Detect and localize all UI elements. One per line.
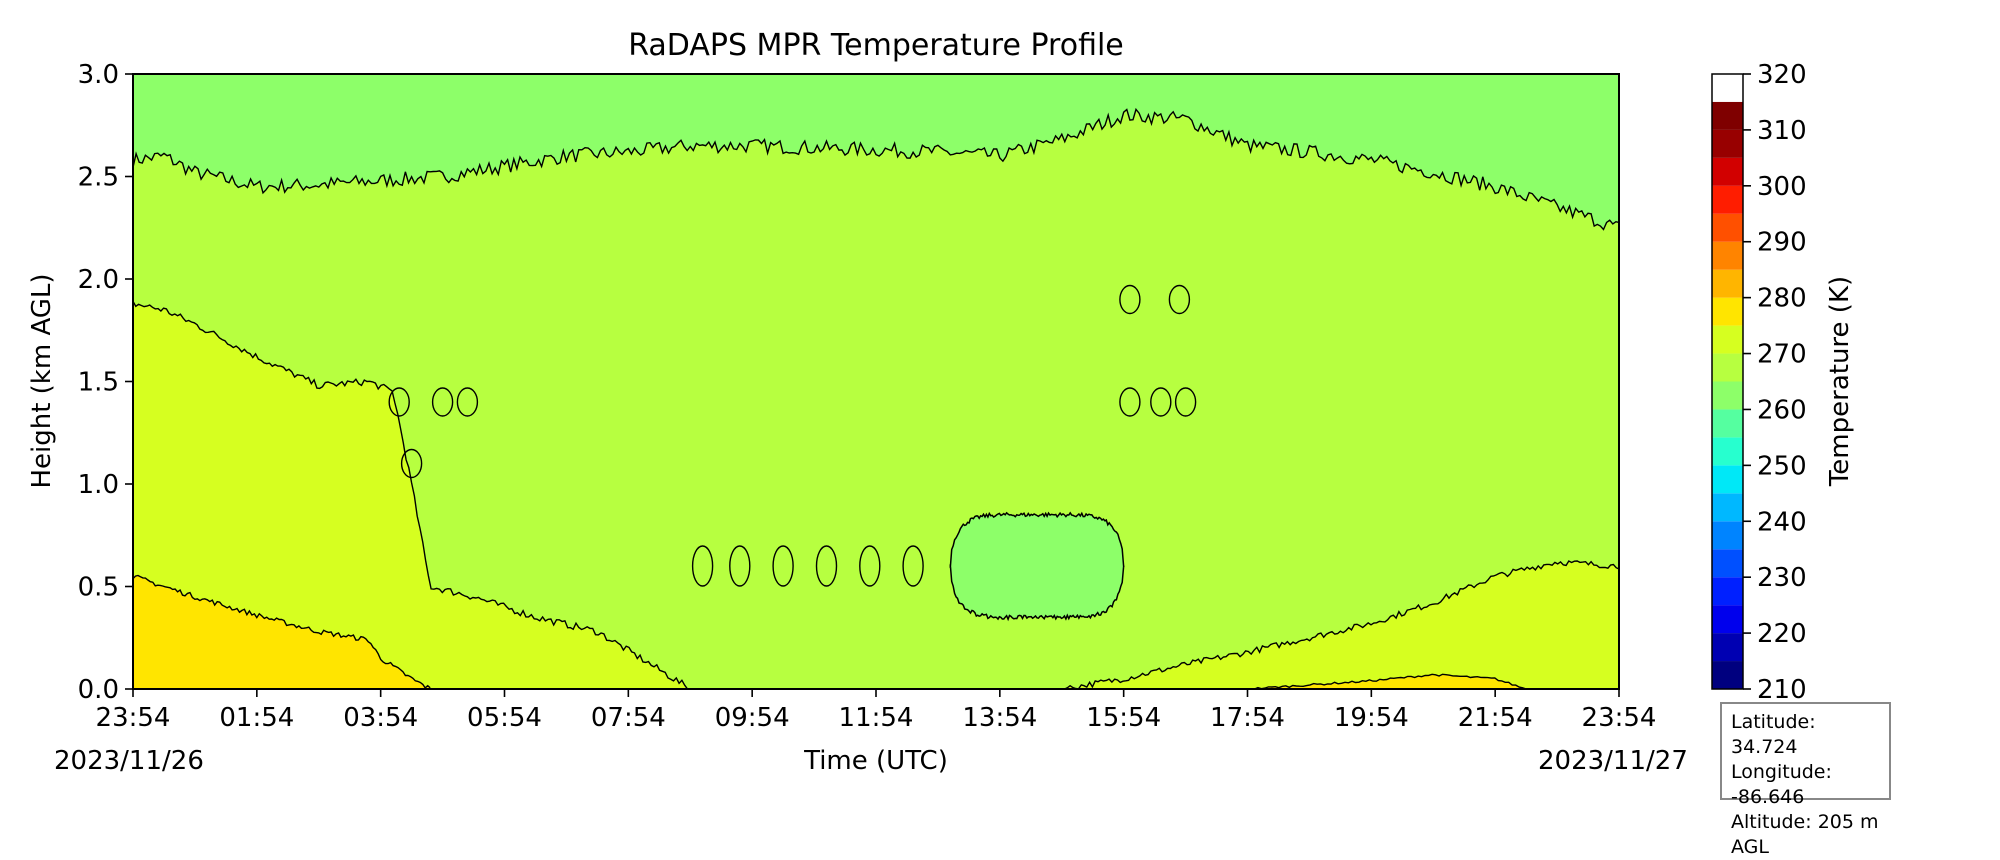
x-tick-label: 05:54 <box>467 703 542 733</box>
x-tick-label: 03:54 <box>343 703 418 733</box>
colorbar-swatch <box>1712 353 1743 382</box>
band-280-285 <box>133 575 431 689</box>
colorbar-tick-label: 280 <box>1757 284 1807 314</box>
colorbar-swatch <box>1712 185 1743 214</box>
colorbar-swatch <box>1712 297 1743 326</box>
x-tick-label: 01:54 <box>219 703 294 733</box>
colorbar-swatch <box>1712 577 1743 606</box>
colorbar-tick-label: 320 <box>1757 60 1807 90</box>
band-275-280 <box>133 301 691 689</box>
x-tick-label: 19:54 <box>1334 703 1409 733</box>
colorbar-swatch <box>1712 129 1743 158</box>
contour-island <box>859 545 881 587</box>
contour-island <box>400 448 423 479</box>
colorbar-tick-label: 300 <box>1757 172 1807 202</box>
colorbar-tick-label: 270 <box>1757 340 1807 370</box>
x-tick-label: 13:54 <box>962 703 1037 733</box>
x-tick-label: 23:54 <box>1582 703 1657 733</box>
colorbar-tick-label: 290 <box>1757 228 1807 258</box>
band-270-275 <box>133 109 1619 689</box>
band-275-280-evening <box>1061 561 1619 689</box>
contour-evening <box>1061 560 1619 689</box>
contour-island <box>431 387 454 417</box>
colorbar-tick-label: 220 <box>1757 619 1807 649</box>
x-axis-label: Time (UTC) <box>803 746 948 776</box>
colorbar-swatch <box>1712 269 1743 298</box>
band-280-285-evening <box>1247 674 1527 689</box>
y-tick-label: 2.5 <box>78 163 119 193</box>
x-tick-label: 23:54 <box>96 703 171 733</box>
x-tick-label: 21:54 <box>1458 703 1533 733</box>
colorbar-tick-label: 260 <box>1757 395 1807 425</box>
contour-island <box>1174 387 1197 417</box>
colorbar-swatch <box>1712 325 1743 354</box>
contour-island <box>729 545 751 587</box>
contour-top <box>133 107 1619 231</box>
colorbar-swatch <box>1712 633 1743 662</box>
chart-title: RaDAPS MPR Temperature Profile <box>628 28 1124 63</box>
band-265-270-pocket <box>949 511 1125 622</box>
colorbar: 210 220 230 240 250 260 270 280 290 300 310 320 Tem… <box>1711 60 1855 705</box>
y-tick-label: 2.0 <box>78 265 119 295</box>
contour-lines <box>133 107 1619 689</box>
colorbar-ticks: 210 220 230 240 250 260 270 280 290 300 310 320 <box>1743 60 1807 705</box>
contour-island <box>1168 284 1191 315</box>
contour-island <box>691 545 714 587</box>
x-tick-label: 11:54 <box>839 703 914 733</box>
colorbar-swatch <box>1712 101 1743 130</box>
colorbar-frame <box>1711 73 1744 690</box>
colorbar-tick-label: 250 <box>1757 451 1807 481</box>
colorbar-swatch <box>1712 549 1743 578</box>
contour-island <box>1150 387 1172 417</box>
colorbar-tick-label: 310 <box>1757 116 1807 146</box>
contour-island <box>815 545 838 587</box>
y-tick-label: 1.0 <box>78 470 119 500</box>
temperature-profile-chart: RaDAPS MPR Temperature Profile 23:54 01:5… <box>27 28 1855 776</box>
colorbar-swatch <box>1712 661 1743 689</box>
plot-area: 23:54 01:54 03:54 05:54 07:54 09:54 11:54 13:54… <box>78 60 1657 733</box>
colorbar-swatch <box>1712 465 1743 494</box>
longitude-text: Longitude: -86.646 <box>1731 761 1832 808</box>
colorbar-swatch <box>1712 381 1743 410</box>
x-tick-label: 09:54 <box>715 703 790 733</box>
colorbar-swatch <box>1712 213 1743 242</box>
date-end-label: 2023/11/27 <box>1538 746 1688 776</box>
colorbar-swatch <box>1712 157 1743 186</box>
y-tick-label: 3.0 <box>78 60 119 90</box>
colorbar-tick-label: 230 <box>1757 563 1807 593</box>
y-tick-label: 1.5 <box>78 368 119 398</box>
contour-island <box>456 387 479 417</box>
y-axis: 0.0 0.5 1.0 1.5 2.0 2.5 3.0 <box>78 60 133 705</box>
colorbar-swatches <box>1712 101 1743 689</box>
colorbar-swatch <box>1712 409 1743 438</box>
x-tick-label: 15:54 <box>1086 703 1161 733</box>
colorbar-tick-label: 210 <box>1757 675 1807 705</box>
date-start-label: 2023/11/26 <box>54 746 204 776</box>
contour-upper-warm <box>133 301 691 689</box>
y-tick-label: 0.0 <box>78 675 119 705</box>
colorbar-swatch <box>1712 605 1743 634</box>
contour-island <box>902 545 924 587</box>
colorbar-label: Temperature (K) <box>1825 276 1855 487</box>
colorbar-swatch <box>1712 437 1743 466</box>
contour-island <box>388 387 410 417</box>
contour-island <box>1119 284 1141 315</box>
colorbar-tick-label: 240 <box>1757 507 1807 537</box>
station-info-box: Latitude: 34.724 Longitude: -86.646 Alti… <box>1720 702 1891 858</box>
y-tick-label: 0.5 <box>78 573 119 603</box>
contour-island <box>1119 387 1141 417</box>
colorbar-swatch <box>1712 493 1743 522</box>
latitude-text: Latitude: 34.724 <box>1731 711 1816 758</box>
contour-evening-warm <box>1247 673 1527 689</box>
altitude-text: Altitude: 205 m AGL <box>1731 811 1879 858</box>
contour-island <box>772 545 794 587</box>
x-axis: 23:54 01:54 03:54 05:54 07:54 09:54 11:54 13:54… <box>96 689 1657 733</box>
colorbar-swatch <box>1712 521 1743 550</box>
x-tick-label: 17:54 <box>1210 703 1285 733</box>
x-tick-label: 07:54 <box>591 703 666 733</box>
y-axis-label: Height (km AGL) <box>27 273 57 488</box>
colorbar-swatch <box>1712 241 1743 270</box>
contour-lower-warm <box>133 574 431 689</box>
